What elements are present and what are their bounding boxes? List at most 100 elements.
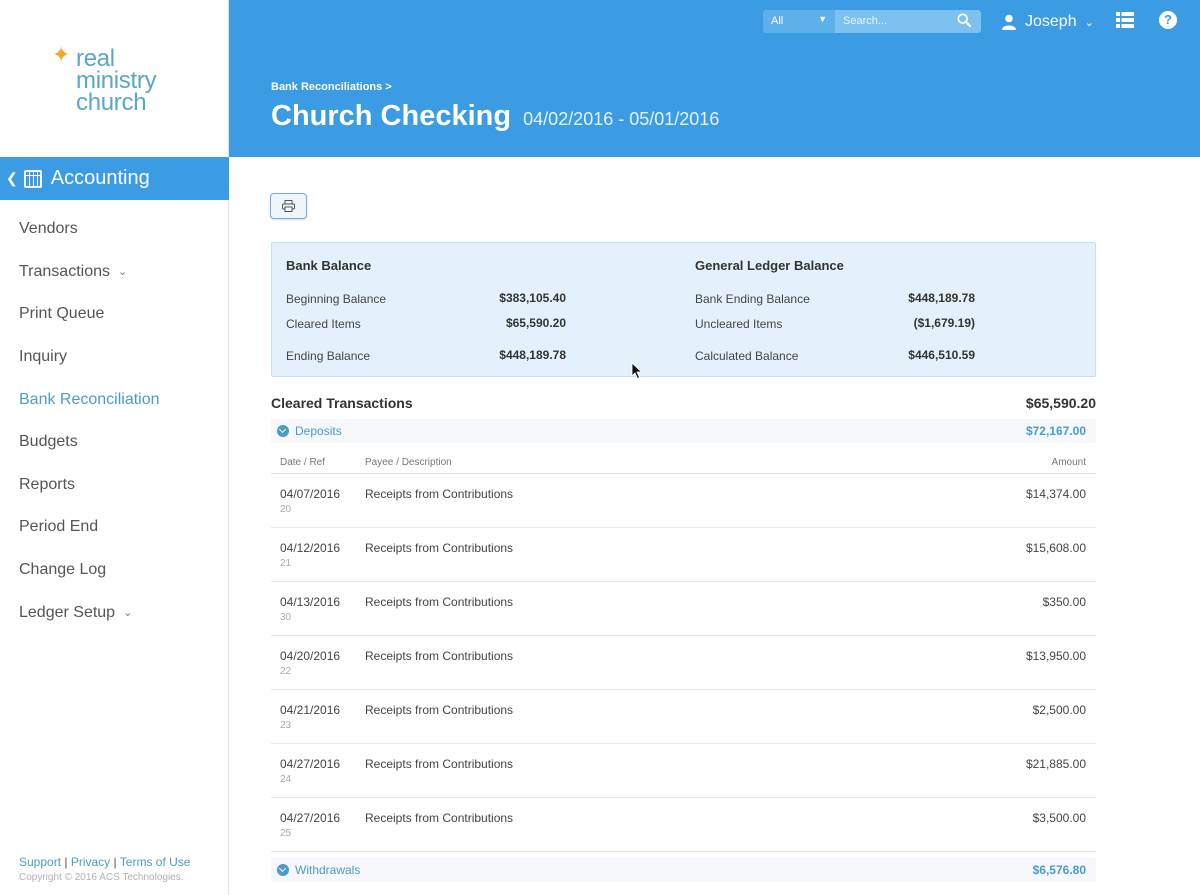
table-row[interactable]: 04/12/2016 21 Receipts from Contributions $…: [271, 528, 1096, 582]
row-date: 04/12/2016: [280, 541, 341, 555]
withdrawals-label: Withdrawals: [295, 863, 361, 877]
row-description: Receipts from Contributions: [365, 649, 514, 663]
chevron-down-icon: ⌄: [1084, 16, 1094, 29]
logo-line-2: ministry: [76, 67, 157, 94]
row-date: 04/27/2016: [280, 757, 341, 771]
uncleared-items-value: ($1,679.19): [913, 316, 975, 330]
sidebar-item-period-end[interactable]: Period End: [0, 506, 229, 549]
calculated-balance-label: Calculated Balance: [695, 349, 799, 363]
help-icon[interactable]: ?: [1159, 11, 1177, 29]
support-link[interactable]: Support: [19, 855, 62, 869]
page-title-text: Church Checking: [271, 100, 512, 132]
sidebar-item-label: Budgets: [19, 433, 78, 451]
sidebar-item-label: Reports: [19, 475, 76, 493]
breadcrumb[interactable]: Bank Reconciliations >: [271, 81, 392, 93]
chevron-left-icon[interactable]: ❮: [6, 170, 18, 186]
logo[interactable]: ✦ real ministry church: [52, 42, 192, 116]
user-menu[interactable]: Joseph ⌄: [1001, 10, 1094, 34]
ledger-balance-heading: General Ledger Balance: [695, 258, 844, 273]
table-row[interactable]: 04/27/2016 24 Receipts from Contributions $…: [271, 744, 1096, 798]
deposits-table: 04/07/2016 20 Receipts from Contributions $…: [271, 474, 1096, 852]
uncleared-items-label: Uncleared Items: [695, 317, 783, 331]
cleared-transactions-total: $65,590.20: [1025, 395, 1096, 411]
row-amount: $2,500.00: [1032, 703, 1086, 717]
mouse-cursor-icon: [631, 362, 643, 380]
list-icon[interactable]: [1116, 12, 1134, 28]
deposits-amount: $72,167.00: [1025, 424, 1086, 438]
sidebar-item-label: Vendors: [19, 220, 78, 238]
logo-line-3: church: [76, 89, 147, 116]
chevron-down-circle-icon: [277, 864, 289, 876]
cleared-items-value: $65,590.20: [505, 316, 566, 330]
star-icon: ✦: [52, 42, 71, 67]
sidebar-item-budgets[interactable]: Budgets: [0, 421, 229, 464]
privacy-link[interactable]: Privacy: [70, 855, 111, 869]
search-scope-select[interactable]: All ▼: [763, 10, 835, 33]
row-ref: 25: [280, 828, 292, 839]
sidebar-item-reports[interactable]: Reports: [0, 464, 229, 507]
ending-balance-value: $448,189.78: [499, 348, 566, 362]
sidebar-nav: Vendors Transactions ⌄ Print Queue Inquiry Ba…: [0, 208, 229, 634]
sidebar-item-transactions[interactable]: Transactions ⌄: [0, 251, 229, 294]
terms-link[interactable]: Terms of Use: [119, 855, 191, 869]
row-description: Receipts from Contributions: [365, 757, 514, 771]
footer-separator: |: [113, 855, 117, 869]
printer-icon: [282, 200, 295, 212]
page-title: Church Checking 04/02/2016 - 05/01/2016: [271, 100, 719, 133]
table-row[interactable]: 04/13/2016 30 Receipts from Contributions $…: [271, 582, 1096, 636]
sidebar-item-label: Print Queue: [19, 305, 105, 323]
row-date: 04/21/2016: [280, 703, 341, 717]
page-header: All ▼ Search... Joseph ⌄ ? Bank Reconcil…: [229, 0, 1200, 157]
sidebar-item-label: Inquiry: [19, 348, 68, 366]
bank-ending-balance-label: Bank Ending Balance: [695, 292, 810, 306]
ending-balance-label: Ending Balance: [286, 349, 371, 363]
sidebar-item-inquiry[interactable]: Inquiry: [0, 336, 229, 379]
row-amount: $21,885.00: [1025, 757, 1086, 771]
table-row[interactable]: 04/07/2016 20 Receipts from Contributions $…: [271, 474, 1096, 528]
search-placeholder: Search...: [843, 15, 888, 27]
search-icon[interactable]: [957, 13, 971, 27]
calculator-icon: [23, 169, 42, 188]
column-date-ref[interactable]: Date / Ref: [280, 457, 326, 468]
row-ref: 21: [280, 558, 292, 569]
row-amount: $13,950.00: [1025, 649, 1086, 663]
row-ref: 22: [280, 666, 292, 677]
print-button[interactable]: [270, 193, 307, 219]
sidebar-item-ledger-setup[interactable]: Ledger Setup ⌄: [0, 591, 229, 634]
row-ref: 23: [280, 720, 292, 731]
column-payee[interactable]: Payee / Description: [365, 457, 452, 468]
search-scope-value: All: [771, 15, 784, 27]
deposits-group-toggle[interactable]: Deposits $72,167.00: [271, 419, 1096, 443]
calculated-balance-value: $446,510.59: [908, 348, 975, 362]
row-amount: $15,608.00: [1025, 541, 1086, 555]
search-input[interactable]: Search...: [835, 10, 981, 33]
caret-down-icon: ▼: [818, 14, 827, 24]
table-header: Date / Ref Payee / Description Amount: [271, 452, 1096, 474]
column-amount[interactable]: Amount: [1051, 457, 1086, 468]
row-date: 04/13/2016: [280, 595, 341, 609]
table-row[interactable]: 04/21/2016 23 Receipts from Contributions $…: [271, 690, 1096, 744]
copyright: Copyright © 2016 ACS Technologies.: [19, 872, 184, 883]
sidebar: ✦ real ministry church ❮ Accounting Vend…: [0, 0, 229, 895]
row-description: Receipts from Contributions: [365, 595, 514, 609]
row-description: Receipts from Contributions: [365, 811, 514, 825]
cleared-transactions-title: Cleared Transactions: [271, 395, 413, 411]
accounting-section-header[interactable]: ❮ Accounting: [0, 157, 229, 200]
withdrawals-group-toggle[interactable]: Withdrawals $6,576.80: [271, 858, 1096, 882]
sidebar-item-bank-reconciliation[interactable]: Bank Reconciliation: [0, 378, 229, 421]
date-range: 04/02/2016 - 05/01/2016: [523, 109, 720, 129]
sidebar-item-change-log[interactable]: Change Log: [0, 549, 229, 592]
row-date: 04/20/2016: [280, 649, 341, 663]
bank-ending-balance-value: $448,189.78: [908, 291, 975, 305]
table-row[interactable]: 04/20/2016 22 Receipts from Contributions $…: [271, 636, 1096, 690]
sidebar-item-print-queue[interactable]: Print Queue: [0, 293, 229, 336]
row-ref: 20: [280, 504, 292, 515]
balance-summary: Bank Balance Beginning Balance $383,105.…: [271, 242, 1096, 377]
footer-links: Support | Privacy | Terms of Use: [19, 855, 190, 869]
sidebar-item-vendors[interactable]: Vendors: [0, 208, 229, 251]
bank-balance-heading: Bank Balance: [286, 258, 372, 273]
cleared-items-label: Cleared Items: [286, 317, 361, 331]
sidebar-item-label: Bank Reconciliation: [19, 390, 160, 408]
row-ref: 30: [280, 612, 292, 623]
table-row[interactable]: 04/27/2016 25 Receipts from Contributions $…: [271, 798, 1096, 852]
